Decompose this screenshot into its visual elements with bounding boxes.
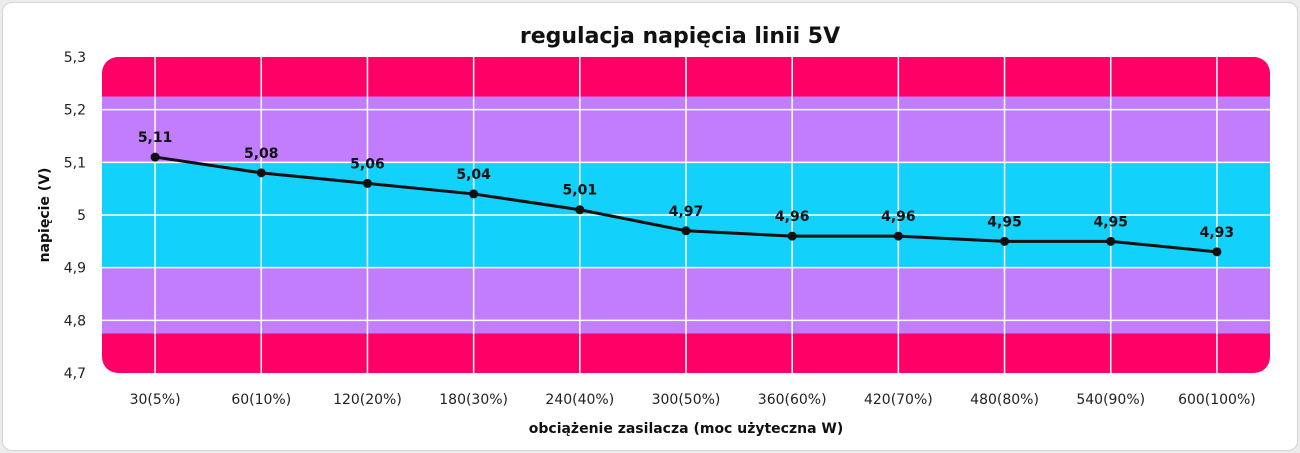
y-tick-label: 5,1: [64, 155, 86, 171]
y-tick-label: 5: [77, 208, 86, 224]
data-label: 5,01: [563, 183, 598, 199]
y-axis-label: napięcie (V): [37, 168, 53, 263]
y-tick-label: 4,8: [64, 313, 86, 329]
data-point: [150, 152, 160, 162]
x-tick-label: 300(50%): [652, 392, 721, 408]
y-tick-label: 5,2: [64, 103, 86, 119]
x-tick-label: 240(40%): [545, 392, 614, 408]
x-tick-label: 600(100%): [1178, 392, 1256, 408]
y-tick-label: 5,3: [64, 50, 86, 66]
x-tick-label: 120(20%): [333, 392, 402, 408]
x-tick-label: 360(60%): [758, 392, 827, 408]
x-tick-label: 420(70%): [864, 392, 933, 408]
chart-title: regulacja napięcia linii 5V: [520, 24, 840, 49]
data-point: [256, 168, 266, 178]
x-tick-label: 180(30%): [439, 392, 508, 408]
data-point: [469, 189, 479, 199]
data-point: [575, 205, 585, 215]
x-tick-label: 540(90%): [1076, 392, 1145, 408]
data-point: [1106, 236, 1116, 246]
data-label: 4,96: [881, 209, 916, 225]
data-point: [681, 226, 691, 236]
data-point: [893, 231, 903, 241]
data-label: 4,97: [669, 204, 704, 220]
x-tick-label: 30(5%): [130, 392, 181, 408]
x-tick-label: 480(80%): [970, 392, 1039, 408]
data-point: [787, 231, 797, 241]
data-label: 5,06: [350, 156, 385, 172]
y-tick-label: 4,7: [64, 366, 86, 382]
data-point: [1000, 236, 1010, 246]
x-axis-label: obciążenie zasilacza (moc użyteczna W): [529, 421, 844, 437]
data-label: 4,96: [775, 209, 810, 225]
data-label: 4,93: [1200, 225, 1235, 241]
data-label: 4,95: [1093, 214, 1128, 230]
y-tick-label: 4,9: [64, 261, 86, 277]
data-label: 5,04: [456, 167, 491, 183]
data-label: 5,08: [244, 146, 279, 162]
data-point: [362, 178, 372, 188]
x-tick-label: 60(10%): [231, 392, 291, 408]
data-label: 4,95: [987, 214, 1022, 230]
data-point: [1212, 247, 1222, 257]
data-label: 5,11: [138, 130, 173, 146]
